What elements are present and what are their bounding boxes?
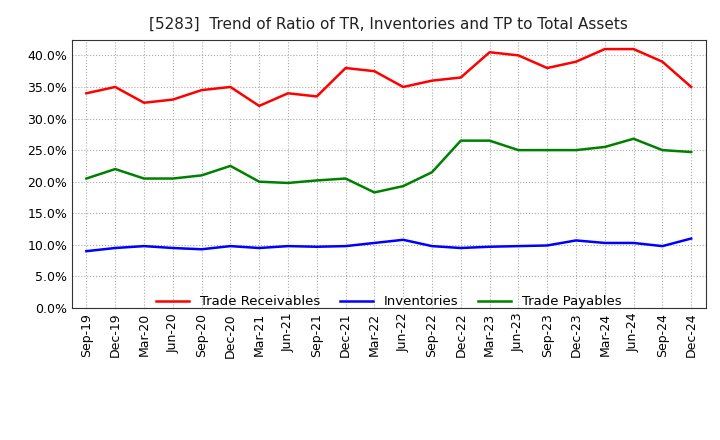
- Trade Receivables: [312, 94, 321, 99]
- Trade Payables: [456, 138, 465, 143]
- Trade Payables: [82, 176, 91, 181]
- Trade Receivables: [629, 47, 638, 52]
- Trade Payables: [399, 183, 408, 189]
- Trade Payables: [197, 173, 206, 178]
- Trade Payables: [226, 163, 235, 169]
- Trade Payables: [629, 136, 638, 141]
- Inventories: [514, 243, 523, 249]
- Inventories: [197, 247, 206, 252]
- Trade Receivables: [428, 78, 436, 83]
- Trade Payables: [572, 147, 580, 153]
- Trade Receivables: [370, 69, 379, 74]
- Line: Trade Payables: Trade Payables: [86, 139, 691, 192]
- Trade Payables: [600, 144, 609, 150]
- Inventories: [600, 240, 609, 246]
- Trade Payables: [140, 176, 148, 181]
- Trade Receivables: [197, 88, 206, 93]
- Legend: Trade Receivables, Inventories, Trade Payables: Trade Receivables, Inventories, Trade Pa…: [151, 290, 626, 313]
- Trade Receivables: [687, 84, 696, 90]
- Inventories: [629, 240, 638, 246]
- Trade Receivables: [255, 103, 264, 109]
- Inventories: [485, 244, 494, 249]
- Trade Payables: [111, 166, 120, 172]
- Trade Payables: [312, 178, 321, 183]
- Trade Receivables: [226, 84, 235, 90]
- Trade Receivables: [543, 66, 552, 71]
- Trade Payables: [370, 190, 379, 195]
- Inventories: [658, 243, 667, 249]
- Trade Receivables: [82, 91, 91, 96]
- Trade Receivables: [341, 66, 350, 71]
- Inventories: [687, 236, 696, 241]
- Trade Payables: [284, 180, 292, 186]
- Trade Receivables: [514, 53, 523, 58]
- Inventories: [140, 243, 148, 249]
- Inventories: [168, 246, 177, 251]
- Inventories: [572, 238, 580, 243]
- Inventories: [284, 243, 292, 249]
- Inventories: [428, 243, 436, 249]
- Title: [5283]  Trend of Ratio of TR, Inventories and TP to Total Assets: [5283] Trend of Ratio of TR, Inventories…: [149, 16, 629, 32]
- Inventories: [456, 246, 465, 251]
- Trade Receivables: [658, 59, 667, 64]
- Inventories: [312, 244, 321, 249]
- Line: Inventories: Inventories: [86, 238, 691, 251]
- Inventories: [370, 240, 379, 246]
- Inventories: [82, 249, 91, 254]
- Inventories: [543, 243, 552, 248]
- Trade Receivables: [111, 84, 120, 90]
- Trade Receivables: [572, 59, 580, 64]
- Inventories: [399, 237, 408, 242]
- Trade Receivables: [485, 50, 494, 55]
- Trade Receivables: [168, 97, 177, 102]
- Trade Receivables: [456, 75, 465, 80]
- Trade Receivables: [284, 91, 292, 96]
- Trade Payables: [687, 149, 696, 154]
- Trade Payables: [428, 169, 436, 175]
- Trade Payables: [485, 138, 494, 143]
- Inventories: [226, 243, 235, 249]
- Trade Payables: [658, 147, 667, 153]
- Line: Trade Receivables: Trade Receivables: [86, 49, 691, 106]
- Trade Payables: [341, 176, 350, 181]
- Trade Receivables: [399, 84, 408, 90]
- Trade Payables: [514, 147, 523, 153]
- Inventories: [111, 246, 120, 251]
- Inventories: [255, 246, 264, 251]
- Trade Payables: [255, 179, 264, 184]
- Trade Payables: [168, 176, 177, 181]
- Trade Receivables: [600, 47, 609, 52]
- Trade Receivables: [140, 100, 148, 106]
- Trade Payables: [543, 147, 552, 153]
- Inventories: [341, 243, 350, 249]
